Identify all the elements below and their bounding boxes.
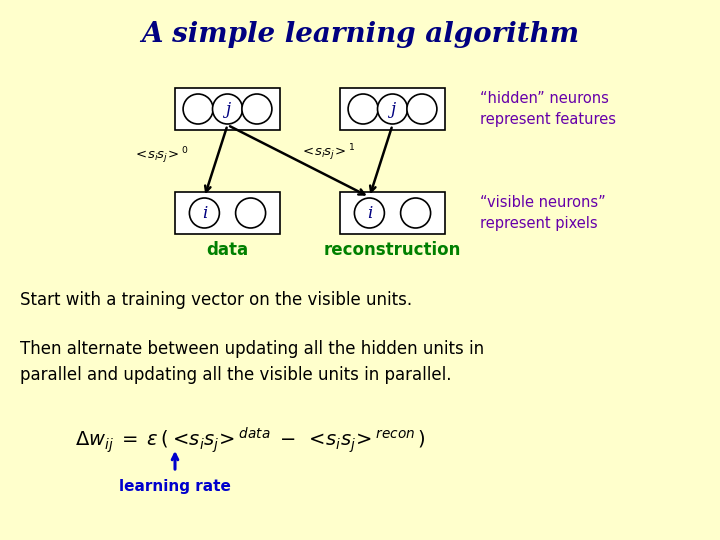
Circle shape (235, 198, 266, 228)
Text: Then alternate between updating all the hidden units in
parallel and updating al: Then alternate between updating all the … (20, 340, 484, 384)
Circle shape (377, 94, 408, 124)
Circle shape (242, 94, 272, 124)
Text: j: j (225, 100, 230, 118)
Text: learning rate: learning rate (119, 478, 231, 494)
Text: $<\!s_i s_j\!>^0$: $<\!s_i s_j\!>^0$ (132, 146, 188, 166)
Text: j: j (390, 100, 395, 118)
Bar (340, 192, 445, 234)
Text: i: i (202, 205, 207, 221)
Text: $<\!s_i s_j\!>^1$: $<\!s_i s_j\!>^1$ (300, 143, 356, 163)
Text: A simple learning algorithm: A simple learning algorithm (141, 22, 579, 49)
Bar (340, 88, 445, 130)
Text: “visible neurons”
represent pixels: “visible neurons” represent pixels (480, 195, 606, 231)
Circle shape (189, 198, 220, 228)
Text: $\Delta w_{ij}\;=\;\varepsilon\,(<\!s_i s_j\!>^{data}\;-\;<\!s_i s_j\!>^{recon}\: $\Delta w_{ij}\;=\;\varepsilon\,(<\!s_i … (75, 425, 426, 455)
Circle shape (348, 94, 378, 124)
Circle shape (407, 94, 437, 124)
Text: reconstruction: reconstruction (324, 241, 462, 259)
Circle shape (354, 198, 384, 228)
Bar (175, 192, 280, 234)
Bar (175, 88, 280, 130)
Text: “hidden” neurons
represent features: “hidden” neurons represent features (480, 91, 616, 127)
Text: Start with a training vector on the visible units.: Start with a training vector on the visi… (20, 291, 412, 309)
Circle shape (183, 94, 213, 124)
Text: data: data (207, 241, 248, 259)
Circle shape (212, 94, 243, 124)
Text: i: i (366, 205, 372, 221)
Circle shape (400, 198, 431, 228)
